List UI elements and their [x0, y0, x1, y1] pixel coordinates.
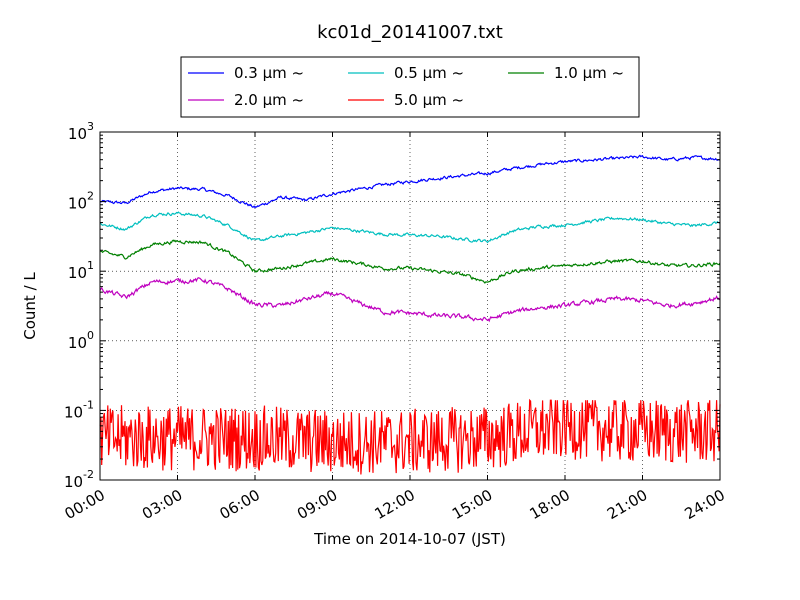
x-tick-label: 03:00: [139, 486, 185, 523]
x-tick-label: 09:00: [294, 486, 340, 523]
legend-box: [180, 56, 640, 118]
legend: 0.3 μm ~ 0.5 μm ~ 1.0 μm ~ 2.0 μm ~ 5.0 μm ~: [180, 56, 640, 118]
y-tick-base: 10: [64, 473, 83, 491]
y-tick-label: 101: [68, 259, 94, 282]
chart-title: kc01d_20141007.txt: [317, 22, 503, 43]
legend-label: 0.5 μm ~: [394, 64, 464, 82]
y-tick-label: 100: [68, 329, 94, 352]
x-tick-label: 00:00: [62, 486, 108, 523]
y-tick-label: 103: [68, 120, 94, 143]
ticks: 00:00 03:00 06:00 09:00 12:00 15:00 18:00 21:00…: [62, 120, 728, 523]
series-line-1: [99, 211, 721, 244]
x-axis-label: Time on 2014-10-07 (JST): [313, 530, 506, 548]
y-tick-base: 10: [68, 264, 87, 282]
plot-lines: [99, 154, 721, 475]
y-tick-exponent: 2: [87, 190, 94, 203]
x-tick-label: 18:00: [527, 486, 573, 523]
y-axis-label: Count / L: [21, 272, 39, 340]
y-tick-base: 10: [68, 125, 87, 143]
legend-label: 1.0 μm ~: [554, 64, 624, 82]
x-tick-label: 21:00: [604, 486, 650, 523]
series-line-0: [99, 154, 721, 209]
y-tick-label: 102: [68, 190, 94, 213]
legend-label: 5.0 μm ~: [394, 91, 464, 109]
y-tick-label: 10-2: [64, 468, 94, 491]
legend-label: 0.3 μm ~: [234, 64, 304, 82]
x-tick-label: 15:00: [449, 486, 495, 523]
y-tick-exponent: 1: [87, 259, 94, 272]
series-line-2: [100, 239, 721, 284]
y-tick-base: 10: [68, 334, 87, 352]
y-tick-exponent: 3: [87, 120, 94, 133]
x-tick-label: 06:00: [217, 486, 263, 523]
y-tick-label: 10-1: [64, 398, 94, 421]
y-tick-exponent: -2: [83, 468, 94, 481]
y-tick-base: 10: [64, 403, 83, 421]
series-line-4: [99, 398, 721, 475]
y-tick-base: 10: [68, 195, 87, 213]
y-tick-exponent: -1: [83, 398, 94, 411]
y-tick-exponent: 0: [87, 329, 94, 342]
series-line-3: [99, 276, 721, 323]
x-tick-label: 24:00: [682, 486, 728, 523]
x-tick-label: 12:00: [372, 486, 418, 523]
legend-label: 2.0 μm ~: [234, 91, 304, 109]
